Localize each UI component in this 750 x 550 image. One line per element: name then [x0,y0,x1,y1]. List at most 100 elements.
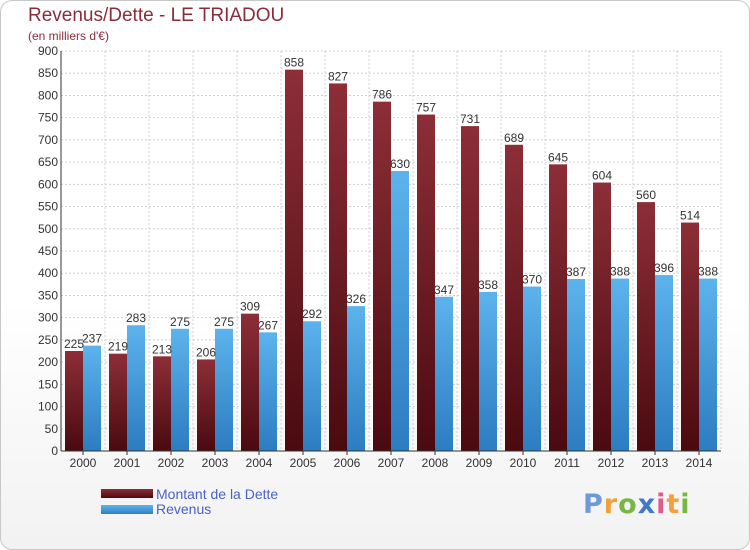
x-tick-label: 2000 [70,456,97,470]
x-tick-label: 2009 [466,456,493,470]
bar-revenus [655,275,673,451]
logo-letter: i [656,489,667,520]
data-label: 347 [434,283,454,297]
data-label: 645 [548,150,568,164]
bar-chart: 0 50 100 150 200 250 300 350 400 450 500 550 600 650 7… [38,44,722,470]
x-tick-label: 2001 [114,456,141,470]
bar-revenus [127,325,145,451]
data-label: 786 [372,88,392,102]
bar-dette [461,126,479,451]
y-tick-label: 450 [38,244,58,258]
bar-dette [681,222,699,451]
bar-dette [329,83,347,451]
data-label: 630 [390,157,410,171]
logo-letter: o [618,489,638,520]
logo-letter: x [637,489,657,520]
y-tick-label: 500 [38,222,58,236]
data-label: 213 [152,342,172,356]
x-tick-label: 2002 [158,456,185,470]
data-label: 267 [258,318,278,332]
data-label: 358 [478,278,498,292]
bar-dette [65,351,83,451]
data-label: 757 [416,101,436,115]
bar-dette [637,202,655,451]
bar-revenus [83,345,101,451]
legend-label-debt: Montant de la Dette [156,486,279,502]
bar-revenus [567,279,585,451]
data-label: 731 [460,112,480,126]
y-tick-label: 0 [51,444,58,458]
x-tick-label: 2011 [554,456,580,470]
y-tick-label: 50 [45,422,59,436]
bar-revenus [479,291,497,451]
bar-dette [197,359,215,451]
legend-swatch-revenus [101,505,153,514]
y-tick-label: 550 [38,200,58,214]
data-label: 388 [698,265,718,279]
bar-dette [109,353,127,451]
chart-subtitle: (en milliers d'€) [28,29,109,43]
y-tick-label: 250 [38,333,58,347]
bar-revenus [523,286,541,451]
x-tick-label: 2003 [202,456,229,470]
data-label: 827 [328,69,348,83]
logo-letter: t [666,489,681,520]
bar-dette [417,114,435,452]
bar-dette [505,144,523,451]
bar-dette [549,164,567,452]
legend-swatch-debt [101,489,153,498]
y-tick-label: 900 [38,44,58,58]
data-label: 514 [680,209,700,223]
y-tick-label: 100 [38,400,58,414]
bar-revenus [435,296,453,451]
x-tick-label: 2006 [334,456,361,470]
bar-dette [285,69,303,452]
legend-label-revenus: Revenus [156,501,212,517]
x-tick-label: 2013 [642,456,669,470]
bar-dette [241,313,259,451]
logo-letter: P [583,489,604,520]
x-tick-label: 2005 [290,456,317,470]
data-label: 275 [214,315,234,329]
data-label: 604 [592,169,612,183]
y-tick-label: 400 [38,266,58,280]
data-label: 560 [636,188,656,202]
x-tick-label: 2004 [246,456,273,470]
bar-revenus [699,278,717,451]
data-label: 396 [654,261,674,275]
data-label: 858 [284,56,304,70]
y-tick-label: 150 [38,377,58,391]
axes: 0 50 100 150 200 250 300 350 400 450 500 550 600 650 7… [38,44,721,470]
x-tick-label: 2008 [422,456,449,470]
x-tick-label: 2007 [378,456,405,470]
proxiti-logo: Proxiti [583,489,691,520]
data-label: 275 [170,315,190,329]
y-tick-label: 600 [38,177,58,191]
x-tick-label: 2014 [686,456,713,470]
data-label: 370 [522,273,542,287]
x-tick-label: 2010 [510,456,537,470]
y-tick-label: 750 [38,111,58,125]
bar-dette [153,356,171,451]
y-tick-label: 300 [38,311,58,325]
bar-revenus [347,306,365,451]
data-label: 309 [240,300,260,314]
bar-revenus [391,171,409,451]
bar-revenus [259,332,277,451]
y-tick-label: 350 [38,288,58,302]
data-label: 689 [504,131,524,145]
y-tick-label: 650 [38,155,58,169]
data-label: 292 [302,307,322,321]
x-tick-label: 2012 [598,456,625,470]
data-label: 283 [126,311,146,325]
data-label: 225 [64,337,84,351]
y-tick-label: 700 [38,133,58,147]
data-label: 206 [196,345,216,359]
y-tick-label: 200 [38,355,58,369]
bar-revenus [611,278,629,451]
bars [65,69,717,452]
data-label: 387 [566,265,586,279]
bar-revenus [215,328,233,451]
data-label: 219 [108,340,128,354]
